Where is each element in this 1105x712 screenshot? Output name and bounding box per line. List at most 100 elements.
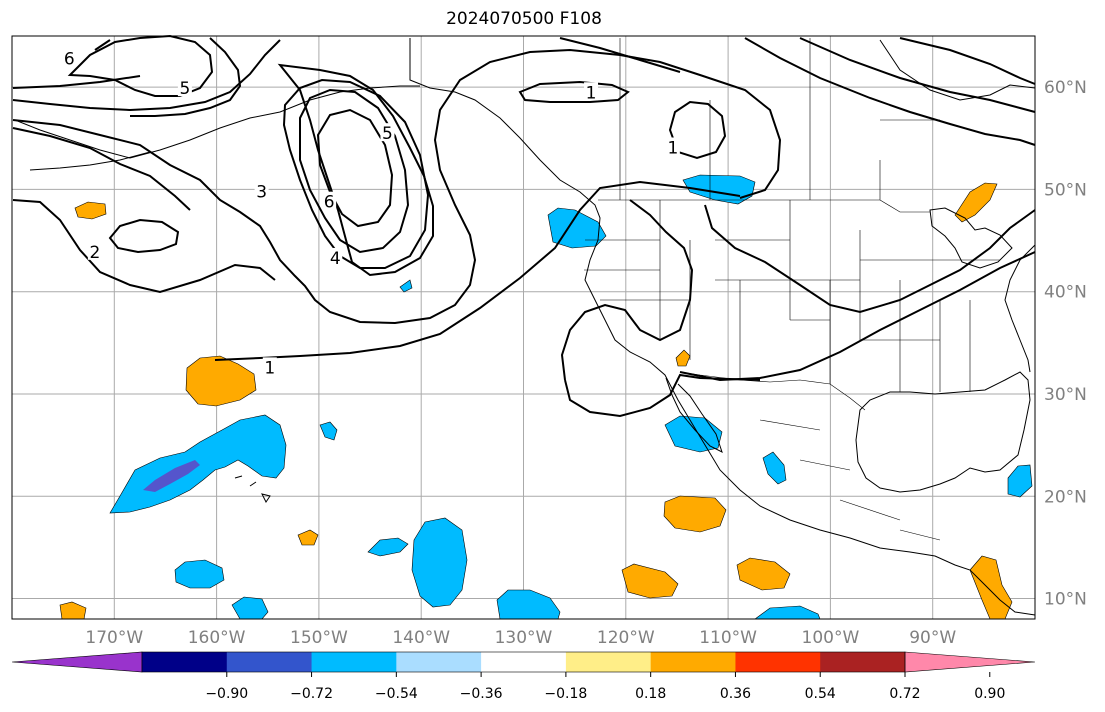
gulf-of-mexico-coast (855, 371, 1031, 493)
longitude-label: 120°W (597, 628, 655, 648)
colorbar-segment (650, 652, 736, 672)
colorbar-outline (141, 651, 906, 673)
blue-shade-hawaii-south (174, 559, 225, 589)
mexico-states (759, 419, 941, 541)
blue-shade-tiny (399, 279, 413, 293)
contour-label-bg (177, 78, 192, 97)
longitude-label: 170°W (85, 628, 143, 648)
orange-shade-6 (621, 563, 679, 599)
contour-east-band (679, 251, 1036, 382)
colorbar-tick-label: 0.54 (805, 686, 836, 702)
longitude-label: 100°W (802, 628, 860, 648)
colorbar: −0.90 −0.72 −0.54 −0.36 −0.18 0.18 0.36 0.54 0.7… (11, 651, 1036, 702)
us-mexico-border (679, 371, 866, 411)
colorbar-tick-label: 0.36 (720, 686, 751, 702)
purple-shade-core (143, 460, 200, 492)
aleutian-chain (29, 151, 151, 171)
longitude-label: 140°W (392, 628, 450, 648)
canada-provinces (619, 38, 940, 200)
hawaii (234, 475, 271, 503)
contour-lines (12, 34, 1036, 418)
orange-shade-10 (675, 349, 691, 367)
longitude-labels: 170°W 160°W 150°W 140°W 130°W 120°W 110°W 100°W… (85, 628, 956, 648)
latitude-label: 40°N (1044, 283, 1087, 303)
contour-ca-closed (560, 199, 694, 381)
hudson-bay-edge (879, 39, 1036, 101)
latitude-label: 10°N (1044, 590, 1087, 610)
contour-west-1 (12, 48, 782, 325)
longitude-label: 150°W (290, 628, 348, 648)
baja-peninsula (665, 377, 723, 453)
contour-6-alaska (67, 34, 214, 97)
map-title: 2024070500 F108 (446, 9, 602, 29)
colorbar-tick-label: 0.72 (889, 686, 920, 702)
blue-shade-small-1 (319, 421, 338, 441)
orange-shade-9 (954, 182, 998, 223)
contour-alaska-1 (12, 39, 281, 112)
longitude-label: 90°W (909, 628, 956, 648)
orange-shade-3 (297, 529, 319, 546)
contour-north-east-2 (799, 37, 1036, 113)
contour-1-canada-2 (668, 100, 727, 160)
contour-alaska-2 (12, 75, 141, 89)
blue-shade-central-2 (411, 517, 468, 608)
east-coast (1004, 244, 1036, 373)
longitude-label: 110°W (699, 628, 757, 648)
contour-label-bg (87, 241, 102, 260)
contour-gulf-ring-2 (299, 88, 410, 254)
north-america-west-coast (409, 38, 1036, 616)
latitude-label: 50°N (1044, 180, 1087, 200)
colorbar-tick-label: −0.72 (290, 686, 333, 702)
orange-shade-8 (969, 555, 1013, 620)
orange-shade-2 (185, 355, 257, 407)
contour-label-bg (322, 191, 337, 210)
anomaly-shading (59, 174, 1033, 620)
latitude-label: 60°N (1044, 78, 1087, 98)
colorbar-tick-label: 0.90 (974, 686, 1005, 702)
latitude-label: 30°N (1044, 385, 1087, 405)
contour-label: 1 (264, 358, 275, 378)
contour-label: 5 (382, 124, 393, 144)
contour-ca-closed-b (564, 373, 761, 418)
contour-label: 6 (64, 50, 75, 70)
contour-label-bg (254, 181, 269, 200)
orange-shade-5 (663, 495, 727, 533)
colorbar-segment (396, 652, 482, 672)
latitude-labels: 10°N 20°N 30°N 40°N 50°N 60°N (1044, 78, 1087, 609)
contour-label: 1 (667, 138, 678, 158)
colorbar-segment (311, 652, 397, 672)
blue-shade-central-1 (367, 537, 409, 557)
colorbar-tick-label: −0.90 (205, 686, 248, 702)
contour-low-closed-1 (704, 204, 1036, 314)
colorbar-extend-min (11, 651, 143, 673)
blue-shade-canada (682, 174, 756, 205)
us-canada-border (598, 160, 930, 213)
colorbar-tick-label: −0.18 (544, 686, 587, 702)
longitude-label: 160°W (188, 628, 246, 648)
colorbar-tick-label: −0.54 (375, 686, 418, 702)
contour-label-bg (328, 247, 343, 266)
blue-shade-gulf (1007, 464, 1033, 498)
orange-shade-7 (736, 557, 791, 591)
contour-2-loop (108, 218, 180, 254)
colorbar-tick-label: 0.18 (635, 686, 666, 702)
contour-outer-1 (214, 180, 741, 361)
contour-1-canada (518, 80, 630, 103)
political-borders (409, 38, 1000, 541)
latitude-label: 20°N (1044, 487, 1087, 507)
colorbar-segment (735, 652, 821, 672)
contour-5-alaska (94, 37, 242, 117)
longitude-label: 130°W (495, 628, 553, 648)
contour-label: 2 (89, 243, 100, 263)
contour-label: 3 (256, 182, 267, 202)
contour-gulf-ring-4 (282, 78, 430, 269)
contour-north-east-4 (559, 37, 681, 73)
colorbar-segment (142, 652, 228, 672)
contour-label: 6 (324, 193, 335, 213)
great-lakes (929, 207, 1013, 269)
alaska-coast (14, 85, 420, 159)
contour-label-bg (380, 123, 395, 142)
contour-label-bg (262, 357, 277, 376)
coastlines (14, 38, 1036, 616)
